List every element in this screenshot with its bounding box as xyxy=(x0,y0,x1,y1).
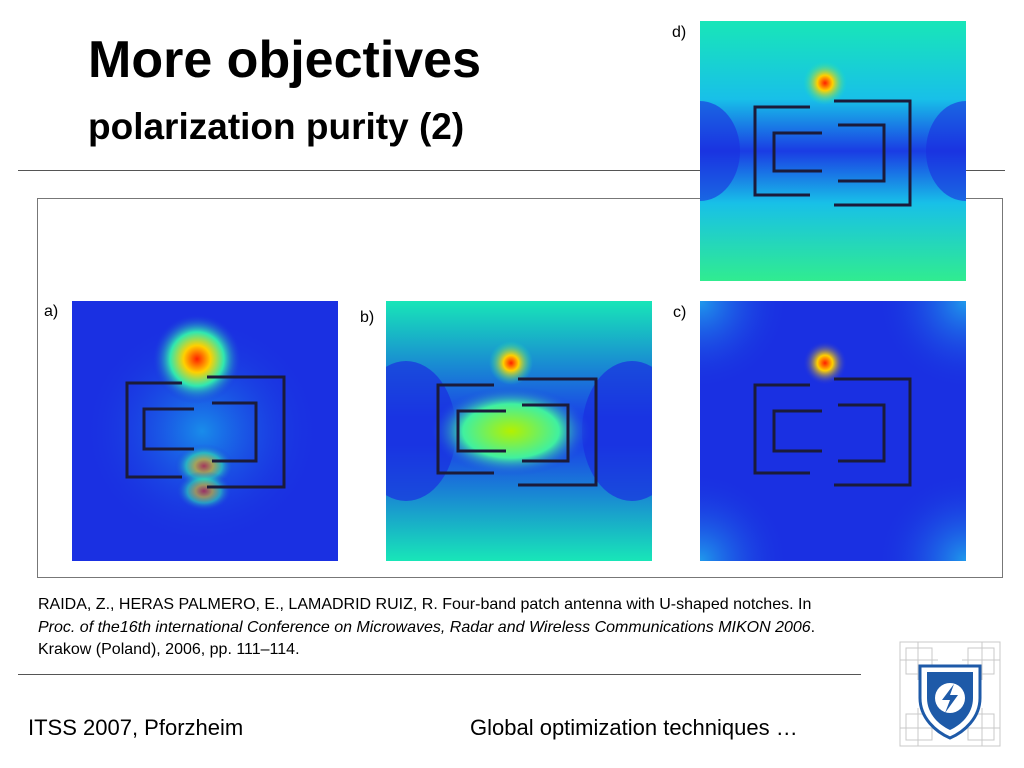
figure-frame xyxy=(37,198,1003,578)
figure-label-c: c) xyxy=(673,304,687,321)
citation-details: . Krakow (Poland), 2006, pp. 111–114. xyxy=(38,618,816,659)
slide-title: More objectives xyxy=(88,31,482,89)
title-divider xyxy=(18,170,1005,171)
university-logo xyxy=(898,640,1002,748)
field-plot-b xyxy=(386,301,652,561)
field-plot-c xyxy=(700,301,966,561)
citation-reference: RAIDA, Z., HERAS PALMERO, E., LAMADRID R… xyxy=(38,594,828,662)
figure-label-a: a) xyxy=(44,303,59,320)
figure-label-b: b) xyxy=(360,309,375,326)
citation-authors: RAIDA, Z., HERAS PALMERO, E., LAMADRID R… xyxy=(38,596,812,613)
footer-event: ITSS 2007, Pforzheim xyxy=(28,715,244,740)
field-plot-d xyxy=(700,21,966,281)
footer-topic: Global optimization techniques … xyxy=(470,715,798,740)
field-plot-a xyxy=(72,301,338,561)
figure-label-d: d) xyxy=(672,24,687,41)
footer-divider xyxy=(18,674,861,675)
citation-proceedings: Proc. of the16th international Conferenc… xyxy=(38,618,811,636)
slide-subtitle: polarization purity (2) xyxy=(88,106,465,147)
